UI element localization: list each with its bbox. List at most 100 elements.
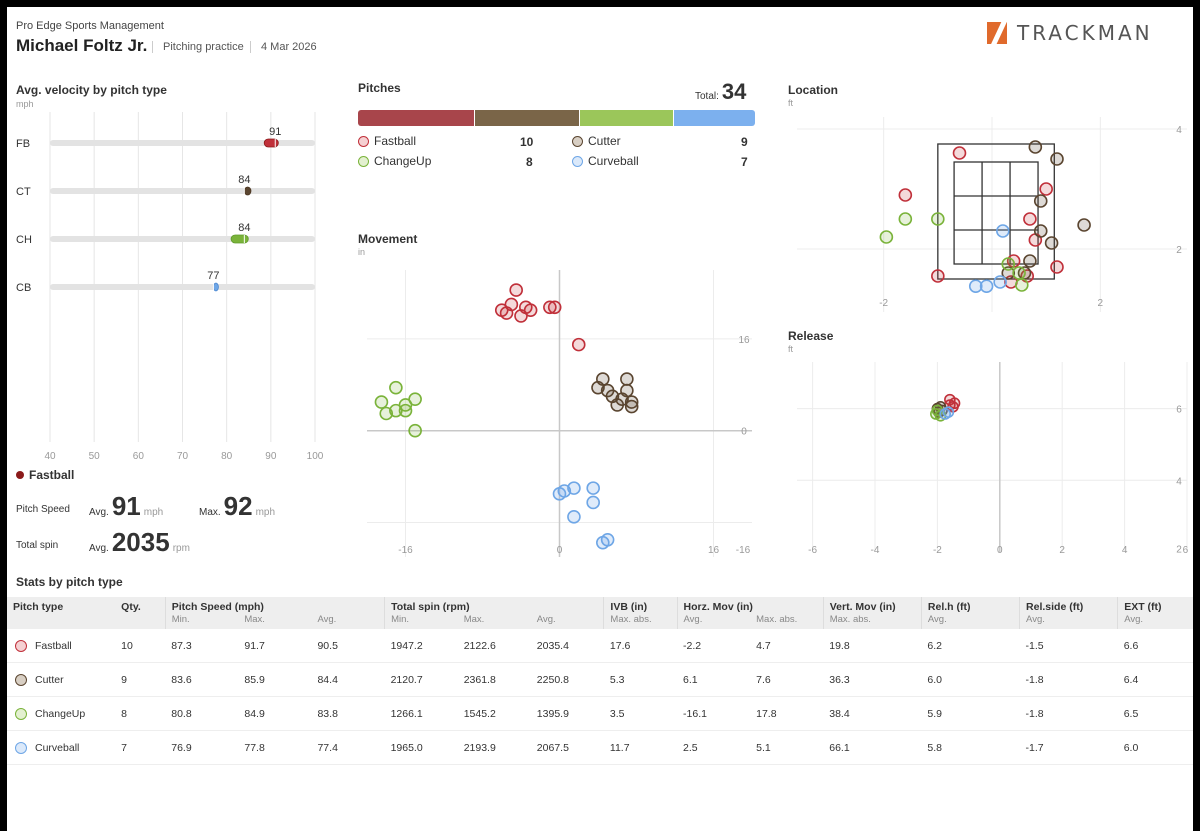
legend-curveball[interactable]: Curveball	[572, 154, 639, 168]
velocity-range-bar	[230, 234, 249, 244]
col-ivb[interactable]: IVB (in)	[603, 597, 678, 613]
cell-horz-max: 17.8	[750, 696, 824, 731]
cell-horz-avg: 2.5	[677, 730, 751, 765]
velocity-value-label: 84	[238, 174, 250, 186]
loc-point-changeup	[898, 212, 913, 226]
table-row[interactable]: Curveball 7 76.9 77.8 77.4 1965.0 2193.9…	[7, 730, 1193, 765]
sub-ivb: Max. abs.	[603, 613, 678, 629]
col-relside[interactable]: Rel.side (ft)	[1019, 597, 1118, 613]
cell-ext: 6.6	[1117, 629, 1193, 663]
movement-title: Movement	[358, 232, 418, 246]
legend-cutter[interactable]: Cutter	[572, 134, 621, 148]
sub-spin-max: Max.	[457, 613, 531, 629]
cell-speed-max: 77.8	[238, 730, 312, 765]
legend-curveball-count: 7	[741, 155, 748, 169]
mov-svg-x-tick: 0	[557, 545, 563, 556]
strike-zone-outer	[937, 143, 1055, 280]
stats-table: Pitch type Qty. Pitch Speed (mph) Total …	[7, 597, 1193, 765]
mov-point-fastball	[499, 306, 514, 320]
row-pitch-name: Fastball	[35, 639, 72, 652]
loc-point-fastball	[931, 269, 945, 283]
cell-vert: 36.3	[823, 662, 922, 697]
pitches-total: Total: 34	[695, 79, 746, 105]
loc-point-changeup	[1012, 266, 1026, 280]
velocity-track	[50, 140, 315, 146]
rel-svg-x-tick: 4	[1122, 545, 1128, 556]
loc-point-fastball	[952, 146, 967, 160]
sub-vert: Max. abs.	[822, 613, 922, 629]
loc-point-changeup	[1014, 278, 1029, 292]
cell-horz-max: 4.7	[750, 629, 824, 663]
mov-point-curveball	[596, 535, 610, 550]
changeup-marker-icon	[358, 155, 369, 167]
cell-horz-avg: 6.1	[677, 662, 751, 697]
table-row[interactable]: Fastball 10 87.3 91.7 90.5 1947.2 2122.6…	[7, 629, 1193, 663]
release-unit: ft	[788, 344, 794, 354]
org-name: Pro Edge Sports Management	[16, 20, 164, 32]
cell-relside: -1.7	[1019, 730, 1118, 765]
rel-svg-x-tick: 6	[1183, 545, 1189, 556]
mov-point-curveball	[586, 495, 600, 510]
mov-svg-x-tick: -16	[398, 545, 413, 556]
movement-unit: in	[358, 247, 366, 257]
rel-svg-x-tick: -6	[808, 545, 817, 556]
cell-ext: 6.4	[1117, 662, 1193, 697]
col-speed[interactable]: Pitch Speed (mph)	[164, 597, 385, 613]
col-ext[interactable]: EXT (ft)	[1117, 597, 1193, 613]
mov-point-changeup	[408, 423, 422, 438]
mov-point-cutter	[610, 398, 625, 412]
spin-avg-label: Avg.	[89, 543, 109, 554]
trackman-logo: TRACKMAN	[987, 21, 1153, 45]
mov-svg-y-tick: 0	[741, 427, 747, 438]
velocity-category-label: CT	[16, 186, 31, 198]
row-pitch-name: Cutter	[35, 673, 64, 686]
pitches-total-label: Total:	[695, 91, 719, 102]
velocity-title: Avg. velocity by pitch type	[16, 83, 167, 97]
cell-vert: 66.1	[823, 730, 922, 765]
loc-point-fastball	[1050, 260, 1064, 274]
col-vert[interactable]: Vert. Mov (in)	[822, 597, 922, 613]
speed-avg-value: 91	[111, 491, 141, 521]
cutter-marker-icon	[572, 135, 583, 147]
mov-point-fastball	[547, 300, 562, 315]
cell-qty: 8	[115, 696, 166, 731]
cell-vert: 38.4	[823, 696, 922, 731]
col-qty[interactable]: Qty.	[115, 597, 166, 613]
cell-speed-min: 83.6	[165, 662, 239, 697]
mov-svg-x-tick: -16	[736, 545, 751, 556]
loc-point-cutter	[1023, 254, 1037, 268]
pitch-bar-segment-cutter	[474, 110, 581, 126]
col-pitch-type[interactable]: Pitch type	[7, 597, 116, 613]
mov-point-cutter	[624, 399, 639, 414]
velocity-track	[50, 188, 315, 194]
cell-vert: 19.8	[823, 629, 922, 663]
velocity-unit: mph	[16, 99, 34, 109]
speed-avg-group: Avg. 91 mph	[89, 491, 163, 522]
col-horz[interactable]: Horz. Mov (in)	[676, 597, 824, 613]
col-relh[interactable]: Rel.h (ft)	[920, 597, 1020, 613]
table-row[interactable]: Cutter 9 83.6 85.9 84.4 2120.7 2361.8 22…	[7, 662, 1193, 697]
release-title: Release	[788, 329, 834, 343]
col-spin[interactable]: Total spin (rpm)	[384, 597, 604, 613]
sub-speed-max: Max.	[238, 613, 312, 629]
cell-spin-min: 1965.0	[384, 730, 458, 765]
mov-point-fastball	[571, 337, 586, 352]
legend-fastball[interactable]: Fastball	[358, 134, 416, 148]
velocity-tick-label: 100	[307, 451, 324, 462]
cell-horz-max: 7.6	[750, 662, 824, 697]
rel-svg-y-tick: 2	[1176, 544, 1182, 555]
cell-ext: 6.5	[1117, 696, 1193, 731]
cell-speed-avg: 83.8	[311, 696, 385, 731]
mov-point-changeup	[389, 380, 403, 395]
table-row[interactable]: ChangeUp 8 80.8 84.9 83.8 1266.1 1545.2 …	[7, 696, 1193, 731]
player-name: Michael Foltz Jr.	[16, 36, 148, 55]
fastball-marker-icon	[15, 639, 27, 652]
legend-changeup[interactable]: ChangeUp	[358, 154, 431, 168]
speed-avg-label: Avg.	[89, 507, 109, 518]
velocity-category-label: CB	[16, 282, 31, 294]
mov-point-changeup	[374, 395, 389, 409]
selected-pitch[interactable]: Fastball	[16, 468, 74, 482]
velocity-tick-label: 70	[177, 451, 189, 462]
sub-horz-avg: Avg.	[676, 613, 751, 629]
velocity-tick-label: 50	[89, 451, 101, 462]
